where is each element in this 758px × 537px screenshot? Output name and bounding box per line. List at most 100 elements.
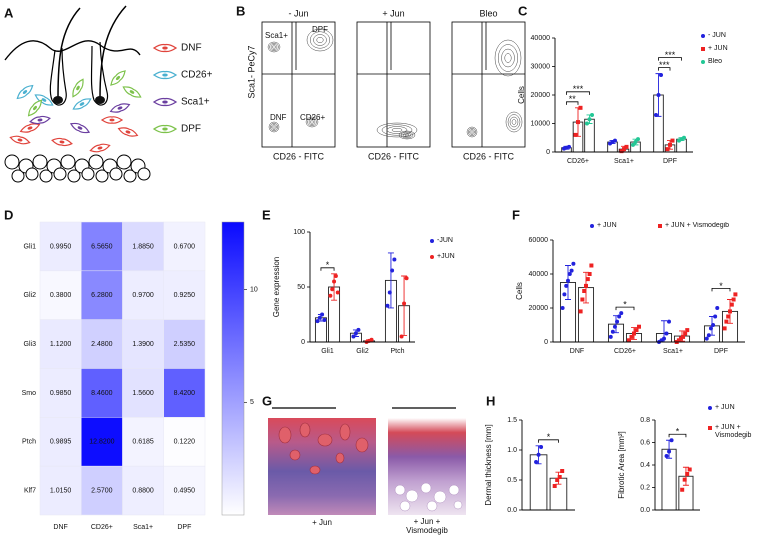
legend-label: + JUN: [715, 403, 735, 411]
cell-label: 2.5350: [174, 341, 196, 348]
x-tick-label: Gli2: [356, 348, 369, 355]
cell-label: 0.9950: [50, 243, 72, 250]
error-bar: [661, 320, 667, 342]
y-axis-label: Gene expression: [272, 257, 281, 317]
panel-label: C: [518, 3, 528, 18]
contour: [310, 120, 314, 124]
heatmap-cell: [163, 465, 206, 516]
significance-label: *: [676, 427, 680, 437]
significance-label: *: [326, 260, 330, 270]
y-tick-label: 0: [544, 339, 548, 346]
flow-x-label: CD26 - FITC: [273, 151, 325, 161]
y-axis-label: Cells: [515, 282, 524, 300]
contour: [505, 111, 523, 133]
column-label: Sca1+: [133, 524, 153, 531]
data-point: [580, 297, 585, 302]
significance-label: **: [569, 94, 577, 104]
contour: [268, 121, 280, 133]
cell-label: 0.1220: [174, 439, 196, 446]
legend-label-box: Bleo: [708, 58, 722, 65]
y-axis-label: Fibrotic Area [mm²]: [617, 431, 626, 499]
contour: [404, 133, 410, 137]
row-label: Gli2: [24, 292, 37, 299]
contour: [305, 116, 319, 128]
y-tick-label: 0.5: [507, 477, 517, 484]
data-point: [667, 319, 671, 324]
significance-bracket: [566, 101, 579, 105]
fat-cell: [88, 154, 104, 170]
fat-cell: [123, 169, 137, 183]
data-point: [711, 323, 716, 327]
hair: [57, 7, 81, 99]
cell-nucleus: [41, 98, 47, 102]
heatmap-cell: [81, 221, 123, 272]
y-tick-label: 0.2: [640, 484, 650, 491]
x-tick-label: Sca1+: [663, 348, 683, 355]
data-point: [567, 272, 572, 276]
legend-label-box: + JUN + Vismodegib: [715, 424, 751, 439]
data-point: [582, 289, 587, 293]
y-tick-label: 0.8: [640, 417, 650, 424]
histology: [268, 407, 466, 515]
y-tick-label: 0.0: [640, 507, 650, 514]
heatmap-cell: [39, 368, 82, 418]
fat-cell: [60, 154, 76, 170]
legend-marker: [658, 224, 662, 228]
data-point: [664, 454, 669, 458]
fibroblast: [29, 115, 51, 125]
data-point: [332, 279, 337, 284]
heatmap-cell: [122, 221, 164, 272]
data-point: [578, 309, 583, 314]
x-tick-label: DNF: [570, 348, 584, 355]
histology-label: + Jun: [312, 518, 332, 527]
plot-area: [661, 439, 694, 510]
contour: [381, 124, 413, 136]
fibroblast: [109, 103, 131, 113]
cell-nucleus: [59, 140, 65, 144]
contour: [468, 128, 476, 136]
data-point: [571, 261, 576, 266]
fat-cells: [394, 482, 463, 512]
cell-label: 1.5600: [132, 390, 154, 397]
data-point: [578, 105, 583, 110]
data-point: [680, 487, 685, 492]
contour: [270, 123, 278, 131]
cell-nucleus: [33, 105, 37, 111]
data-point: [534, 460, 539, 464]
cell-label: 0.8800: [132, 487, 154, 494]
cell-nucleus: [109, 118, 115, 122]
fibroblast: [72, 98, 92, 110]
data-point: [369, 337, 374, 342]
flow-title: - Jun: [288, 8, 308, 18]
data-point: [704, 336, 709, 341]
column-label: DNF: [53, 524, 67, 531]
flow-x-label: CD26 - FITC: [368, 151, 420, 161]
cell-label: 0.4950: [174, 487, 196, 494]
heatmap-cell: [163, 270, 206, 320]
cell-label: 1.8850: [132, 243, 154, 250]
cell-label: 1.1200: [50, 341, 72, 348]
data-point: [589, 263, 594, 268]
data-point: [706, 333, 711, 338]
data-point: [682, 135, 686, 140]
data-point: [726, 314, 731, 319]
data-point: [613, 138, 617, 143]
legend-label: + JUN + Vismodegib: [665, 221, 730, 229]
heatmap-cell: [39, 465, 82, 516]
data-point: [708, 326, 713, 331]
data-point: [665, 147, 670, 152]
y-tick-label: 50: [297, 284, 305, 291]
legend-marker: [430, 255, 434, 259]
row-label: Ptch: [22, 439, 36, 446]
y-tick-label: 0: [546, 149, 550, 156]
fibroblast: [152, 43, 178, 53]
legend-label-box: +JUN: [437, 253, 455, 260]
contour: [494, 39, 522, 77]
data-point: [676, 338, 681, 343]
x-tick-label: DPF: [714, 348, 728, 355]
contour: [316, 37, 324, 43]
fibroblast: [51, 137, 73, 147]
data-point: [659, 73, 663, 78]
dermal-papilla: [95, 96, 105, 104]
data-point: [322, 318, 327, 322]
